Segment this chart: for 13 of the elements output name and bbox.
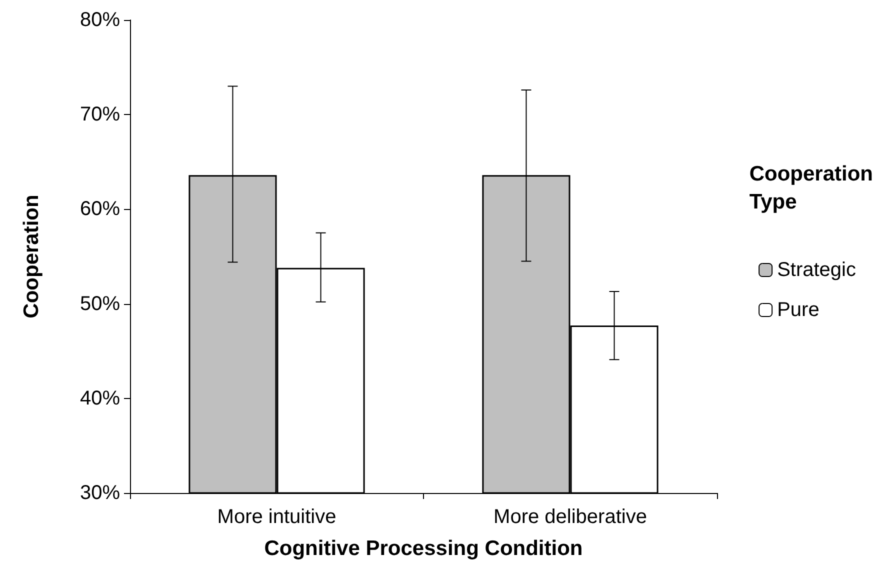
legend-title: Cooperation Type [749, 162, 874, 214]
y-tick-label: 80% [80, 9, 120, 31]
x-axis-title: Cognitive Processing Condition [264, 537, 583, 560]
x-tick-label: More intuitive [217, 506, 336, 528]
legend-label: Pure [777, 299, 820, 321]
x-tick-label: More deliberative [494, 506, 647, 528]
y-tick-label: 60% [80, 198, 120, 220]
y-tick-label: 50% [80, 292, 120, 315]
y-axis-title: Cooperation [20, 194, 43, 318]
legend-label: Strategic [777, 259, 856, 281]
y-tick-label: 30% [80, 482, 120, 504]
y-tick-label: 40% [80, 387, 120, 410]
y-tick-label: 70% [80, 104, 120, 126]
